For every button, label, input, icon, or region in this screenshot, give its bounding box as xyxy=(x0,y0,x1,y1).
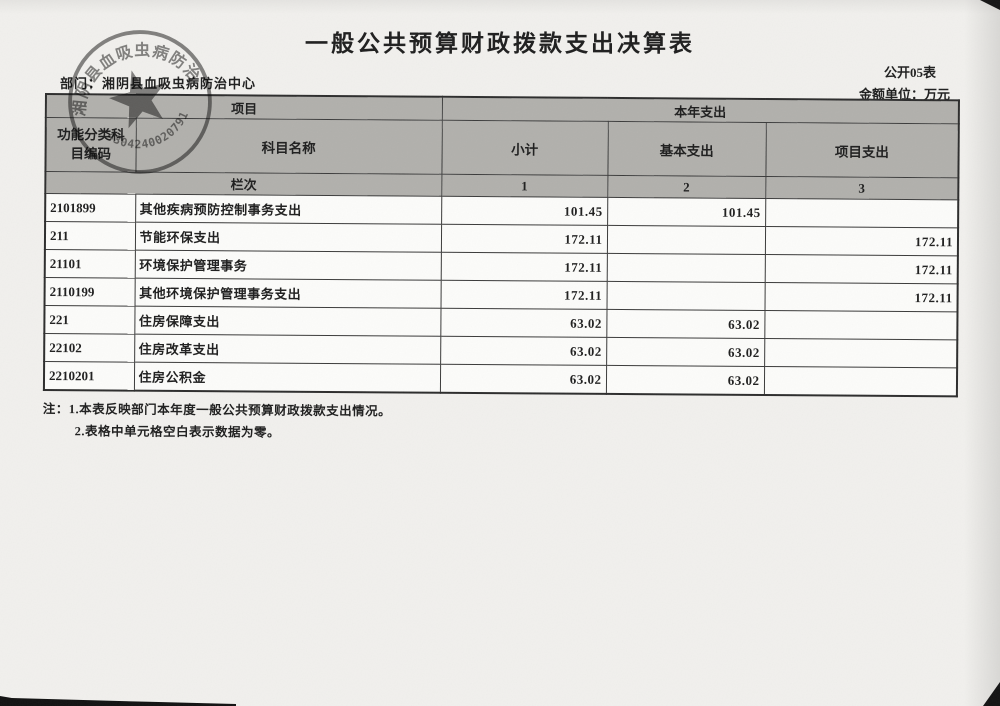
header-project-expense: 项目支出 xyxy=(765,122,959,178)
cell-code: 211 xyxy=(44,221,136,251)
cell-basic: 63.02 xyxy=(606,337,765,367)
cell-project: 172.11 xyxy=(764,254,958,284)
footnote-label: 注： xyxy=(42,401,69,417)
cell-project: 172.11 xyxy=(764,226,959,256)
header-col-3: 3 xyxy=(765,176,959,200)
page-title: 一般公共预算财政拨款支出决算表 xyxy=(305,31,695,56)
cell-basic: 63.02 xyxy=(606,309,765,339)
cell-project xyxy=(763,366,958,397)
header-current-year-expense: 本年支出 xyxy=(441,96,960,124)
cell-subtotal: 63.02 xyxy=(440,336,607,366)
scan-artifact-top-right xyxy=(980,0,1000,10)
cell-basic: 63.02 xyxy=(605,365,765,396)
cell-project xyxy=(765,198,959,228)
table-row: 2210201 住房公积金 63.02 63.02 xyxy=(43,361,958,397)
cell-subject-name: 住房公积金 xyxy=(133,362,441,393)
cell-project xyxy=(764,338,958,368)
footnote-line-1: 注：1.本表反映部门本年度一般公共预算财政拨款支出情况。 xyxy=(42,401,392,419)
scan-artifact-bottom-left xyxy=(0,696,236,706)
header-basic-expense: 基本支出 xyxy=(607,121,766,177)
sheet-code: 公开05表 xyxy=(883,65,936,80)
header-function-code: 功能分类科目编码 xyxy=(45,117,136,173)
footnote-line-2: 2.表格中单元格空白表示数据为零。 xyxy=(74,424,281,440)
cell-code: 2101899 xyxy=(45,193,136,223)
header-row-columns: 功能分类科目编码 科目名称 小计 基本支出 项目支出 xyxy=(45,117,959,178)
header-col-2: 2 xyxy=(607,175,766,199)
header-subject-name: 科目名称 xyxy=(135,118,442,175)
department-name: 湘阴县血吸虫病防治中心 xyxy=(102,76,257,91)
cell-subject-name: 节能环保支出 xyxy=(134,222,442,253)
cell-subtotal: 172.11 xyxy=(440,252,607,282)
cell-project: 172.11 xyxy=(764,282,958,312)
report-table-block: 项目 本年支出 功能分类科目编码 科目名称 小计 基本支出 项目支出 栏次 1 … xyxy=(42,93,961,445)
cell-subject-name: 环境保护管理事务 xyxy=(134,250,441,281)
cell-subject-name: 其他疾病预防控制事务支出 xyxy=(135,194,442,225)
cell-basic: 101.45 xyxy=(607,197,766,227)
footnotes: 注：1.本表反映部门本年度一般公共预算财政拨款支出情况。 2.表格中单元格空白表… xyxy=(43,398,956,445)
cell-basic xyxy=(606,281,765,311)
cell-code: 22102 xyxy=(44,333,135,363)
cell-code: 221 xyxy=(44,305,135,335)
cell-basic xyxy=(606,253,765,283)
scan-edge-shade-top xyxy=(0,0,1000,14)
cell-subtotal: 172.11 xyxy=(440,280,607,310)
cell-code: 21101 xyxy=(44,249,135,279)
cell-code: 2210201 xyxy=(43,361,135,391)
cell-subtotal: 172.11 xyxy=(440,224,608,254)
cell-subtotal: 101.45 xyxy=(441,196,608,226)
cell-project xyxy=(764,310,958,340)
header-column-index-label: 栏次 xyxy=(45,171,442,197)
header-project: 项目 xyxy=(45,94,442,121)
cell-subject-name: 住房改革支出 xyxy=(134,334,441,365)
scan-artifact-bottom-right xyxy=(983,682,1000,706)
cell-code: 2110199 xyxy=(44,277,135,307)
cell-subtotal: 63.02 xyxy=(440,308,607,338)
header-col-1: 1 xyxy=(441,174,608,198)
scan-edge-shade-right xyxy=(964,0,1000,706)
cell-subject-name: 住房保障支出 xyxy=(134,306,441,337)
expense-table: 项目 本年支出 功能分类科目编码 科目名称 小计 基本支出 项目支出 栏次 1 … xyxy=(42,93,961,398)
cell-subject-name: 其他环境保护管理事务支出 xyxy=(134,278,441,309)
header-subtotal: 小计 xyxy=(441,120,608,176)
department-line: 部门：湘阴县血吸虫病防治中心 xyxy=(60,73,256,92)
cell-basic xyxy=(606,225,766,255)
cell-subtotal: 63.02 xyxy=(439,364,607,394)
department-label: 部门： xyxy=(60,76,103,91)
